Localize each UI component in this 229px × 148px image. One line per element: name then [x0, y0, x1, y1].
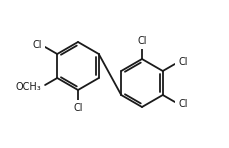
Text: Cl: Cl [73, 103, 82, 113]
Text: Cl: Cl [178, 57, 187, 67]
Text: OCH₃: OCH₃ [15, 82, 41, 92]
Text: Cl: Cl [137, 36, 146, 46]
Text: Cl: Cl [32, 40, 41, 50]
Text: Cl: Cl [178, 99, 187, 109]
